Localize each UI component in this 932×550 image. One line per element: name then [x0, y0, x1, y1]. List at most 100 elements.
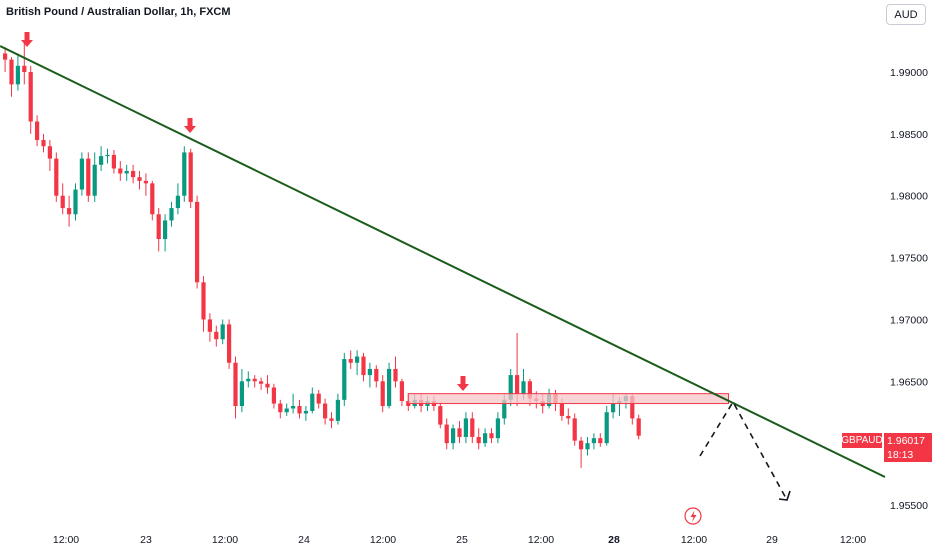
candle	[380, 375, 385, 413]
candle	[233, 356, 238, 419]
candle	[361, 352, 366, 382]
y-tick-label: 1.98000	[890, 191, 928, 203]
down-arrow-icon[interactable]	[21, 32, 33, 47]
candle	[163, 214, 168, 252]
candle	[28, 65, 33, 134]
down-arrow-icon[interactable]	[184, 118, 196, 133]
candle	[131, 164, 136, 184]
y-tick-label: 1.96500	[890, 376, 928, 388]
candle	[393, 356, 398, 388]
candle	[476, 428, 481, 450]
projection-arrowhead	[778, 490, 791, 501]
candle	[118, 161, 123, 181]
x-tick-label: 23	[140, 534, 152, 546]
candle	[220, 319, 225, 345]
candle	[265, 375, 270, 394]
candle	[374, 365, 379, 388]
candle	[60, 183, 65, 215]
x-tick-label: 29	[766, 534, 778, 546]
y-tick-label: 1.99000	[890, 67, 928, 79]
candle	[323, 398, 328, 425]
candle	[9, 57, 14, 97]
candle	[169, 201, 174, 227]
candle	[585, 436, 590, 456]
candle	[367, 362, 372, 388]
symbol-badge: GBPAUD	[841, 433, 883, 448]
candle	[387, 362, 392, 409]
candle	[355, 350, 360, 376]
trendline[interactable]	[0, 45, 886, 478]
candle	[451, 424, 456, 450]
down-arrow-icon[interactable]	[457, 376, 469, 391]
candle	[3, 47, 8, 72]
candle	[188, 148, 193, 209]
last-price-badge: 1.96017 18:13	[884, 433, 932, 462]
candle	[636, 414, 641, 440]
candle	[316, 389, 321, 409]
candle	[124, 164, 129, 181]
candle	[291, 393, 296, 414]
candle	[143, 173, 148, 196]
x-tick-label: 12:00	[53, 534, 79, 546]
x-tick-label: 12:00	[370, 534, 396, 546]
candle	[67, 195, 72, 227]
x-tick-label: 25	[456, 534, 468, 546]
resistance-zone[interactable]	[407, 393, 729, 405]
candle	[182, 146, 187, 202]
lightning-icon[interactable]	[684, 507, 702, 525]
x-tick-label: 12:00	[528, 534, 554, 546]
chart-title: British Pound / Australian Dollar, 1h, F…	[6, 6, 231, 18]
candle	[297, 399, 302, 419]
candle	[246, 371, 251, 388]
candle	[483, 428, 488, 447]
candle	[598, 433, 603, 447]
candle	[310, 387, 315, 414]
candle	[150, 180, 155, 221]
candle	[259, 377, 264, 390]
candle	[463, 412, 468, 444]
candle	[54, 152, 59, 202]
candle	[438, 402, 443, 429]
candle	[591, 433, 596, 450]
candle	[41, 133, 46, 153]
candle	[566, 408, 571, 425]
y-tick-label: 1.97500	[890, 253, 928, 265]
candle	[201, 276, 206, 332]
candle	[137, 170, 142, 190]
y-tick-label: 1.97000	[890, 314, 928, 326]
candle	[252, 375, 257, 388]
candle	[227, 319, 232, 369]
candle	[495, 412, 500, 444]
candle	[156, 208, 161, 252]
candle	[604, 406, 609, 446]
candle	[86, 152, 91, 202]
candle	[457, 420, 462, 444]
candle	[99, 146, 104, 171]
candle	[175, 183, 180, 215]
x-tick-label: 12:00	[212, 534, 238, 546]
candle	[73, 183, 78, 221]
x-tick-label: 24	[298, 534, 310, 546]
candle	[399, 378, 404, 407]
candle	[35, 115, 40, 147]
currency-button[interactable]: AUD	[886, 4, 926, 25]
x-tick-label: 12:00	[840, 534, 866, 546]
candle	[22, 41, 27, 85]
candle	[572, 413, 577, 446]
candle	[195, 195, 200, 289]
projection-path[interactable]	[699, 400, 788, 501]
candle	[342, 352, 347, 407]
candle	[111, 149, 116, 174]
candle	[79, 152, 84, 196]
y-tick-label: 1.98500	[890, 129, 928, 141]
candle	[214, 325, 219, 347]
candle	[271, 383, 276, 409]
candle	[284, 403, 289, 416]
candle	[47, 140, 52, 171]
x-tick-label: 12:00	[681, 534, 707, 546]
candle	[348, 350, 353, 369]
last-price-value: 1.96017	[887, 434, 925, 447]
candle	[278, 399, 283, 419]
candle	[329, 412, 334, 429]
